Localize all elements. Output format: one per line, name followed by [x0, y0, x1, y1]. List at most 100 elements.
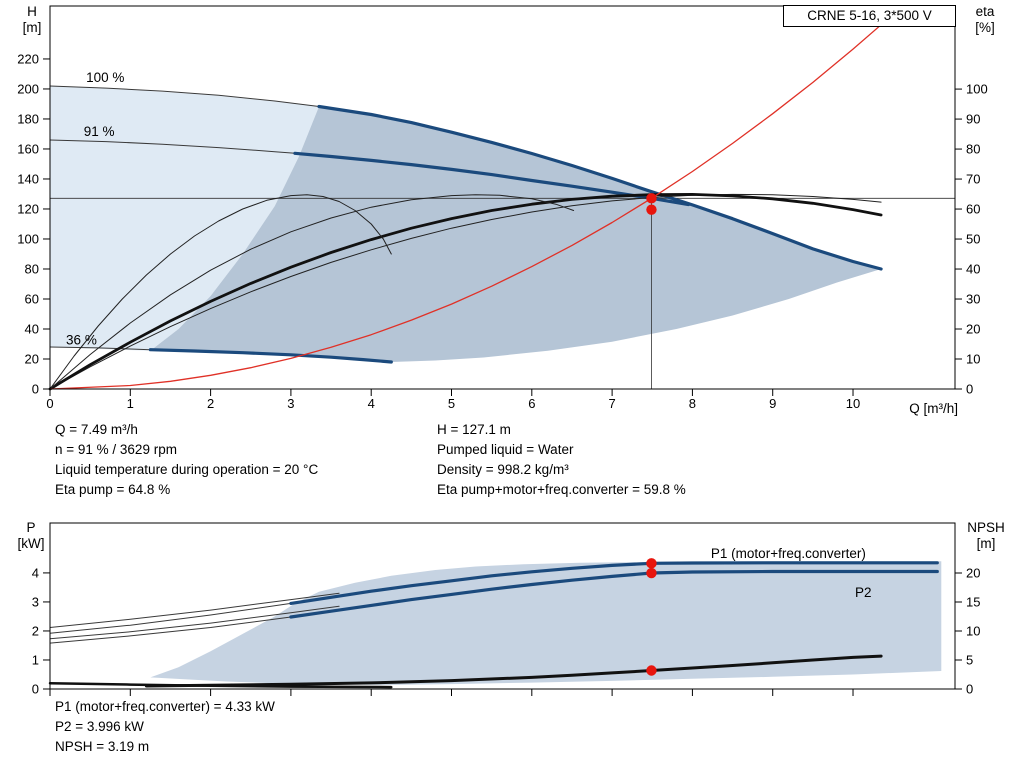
h-axis-symbol: H	[27, 4, 37, 19]
qh-chart-frame	[49, 5, 956, 390]
x-tick-label: 5	[448, 396, 455, 411]
y-right-tick-label: 60	[966, 202, 980, 217]
y-left-tick-label: 2	[32, 623, 39, 638]
q-axis-label: Q [m³/h]	[909, 401, 958, 416]
p1-curve-label: P1 (motor+freq.converter)	[711, 546, 866, 561]
y-left-tick-label: 3	[32, 594, 39, 609]
npsh-axis-symbol: NPSH	[967, 520, 1005, 535]
p2-curve	[289, 569, 939, 619]
info-head: H = 127.1 m	[437, 422, 511, 437]
info-npsh: NPSH = 3.19 m	[55, 739, 150, 754]
info-pumped-liquid: Pumped liquid = Water	[437, 442, 574, 457]
y-right-tick-label: 0	[966, 682, 973, 697]
x-tick-label: 9	[769, 396, 776, 411]
duty-point-npsh	[646, 665, 657, 676]
eta-pump-curve-36pct	[49, 194, 392, 390]
info-liquid-temperature: Liquid temperature during operation = 20…	[55, 462, 319, 477]
y-right-tick-label: 10	[966, 352, 980, 367]
y-right-tick-label: 50	[966, 232, 980, 247]
h-axis-label: H [m]	[10, 4, 54, 36]
duty-info-left-column: Q = 7.49 m³/h n = 91 % / 3629 rpm Liquid…	[55, 420, 318, 500]
speed-label-91: 91 %	[84, 124, 115, 139]
info-p2: P2 = 3.996 kW	[55, 719, 144, 734]
y-right-tick-label: 15	[966, 594, 980, 609]
y-right-tick-label: 5	[966, 652, 973, 667]
p2-curve-label: P2	[855, 585, 872, 600]
info-eta-total: Eta pump+motor+freq.converter = 59.8 %	[437, 482, 686, 497]
y-left-tick-label: 140	[17, 171, 39, 186]
info-p1: P1 (motor+freq.converter) = 4.33 kW	[55, 699, 275, 714]
y-left-tick-label: 4	[32, 565, 39, 580]
eta-pump-curve-100pct	[49, 193, 882, 390]
p1-curve	[289, 561, 939, 606]
y-left-tick-label: 20	[25, 351, 39, 366]
duty-point-head	[646, 193, 657, 204]
reduced-speed-region	[50, 86, 319, 351]
pump-curve-100pct	[317, 104, 883, 271]
x-tick-label: 1	[127, 396, 134, 411]
y-right-tick-label: 80	[966, 142, 980, 157]
duty-point-p1	[646, 558, 657, 569]
speed-label-100: 100 %	[86, 70, 124, 85]
y-right-tick-label: 20	[966, 565, 980, 580]
operating-envelope-region	[150, 106, 882, 362]
x-tick-label: 4	[368, 396, 375, 411]
y-right-tick-label: 40	[966, 262, 980, 277]
x-tick-label: 10	[846, 396, 860, 411]
y-right-tick-label: 70	[966, 172, 980, 187]
y-right-tick-label: 20	[966, 322, 980, 337]
x-tick-label: 0	[46, 396, 53, 411]
pump-curve-100pct-thin	[49, 85, 320, 107]
y-left-tick-label: 180	[17, 111, 39, 126]
duty-point-p2	[646, 567, 657, 579]
x-tick-label: 6	[528, 396, 535, 411]
y-left-tick-label: 200	[17, 81, 39, 96]
p-axis-symbol: P	[26, 520, 36, 535]
system-curve	[49, 13, 894, 390]
power-envelope-region	[150, 561, 942, 685]
eta-axis-unit: [%]	[975, 20, 995, 35]
info-speed: n = 91 % / 3629 rpm	[55, 442, 177, 457]
y-left-tick-label: 40	[25, 321, 39, 336]
power-chart-frame	[49, 522, 956, 690]
p-ref-curve-b	[49, 605, 340, 640]
info-flow: Q = 7.49 m³/h	[55, 422, 138, 437]
pump-curve-91pct-thin	[49, 139, 296, 154]
qh-chart: 0204060801001201401601802002200102030405…	[17, 5, 988, 411]
y-left-tick-label: 60	[25, 291, 39, 306]
y-left-tick-label: 80	[25, 261, 39, 276]
pump-curve-36pct	[148, 348, 393, 364]
eta-pump-curve-63pct	[49, 194, 575, 390]
y-left-tick-label: 100	[17, 231, 39, 246]
info-eta-pump: Eta pump = 64.8 %	[55, 482, 171, 497]
npsh-curve	[144, 654, 883, 688]
y-left-tick-label: 160	[17, 141, 39, 156]
p1-curve-thin	[49, 602, 292, 634]
p-axis-unit: [kW]	[17, 536, 45, 551]
eta-axis-symbol: eta	[975, 4, 995, 19]
p-axis-label: P [kW]	[8, 520, 54, 552]
duty-info-right-column: H = 127.1 m Pumped liquid = Water Densit…	[437, 420, 686, 500]
y-right-tick-label: 10	[966, 623, 980, 638]
y-right-tick-label: 0	[966, 382, 973, 397]
npsh-axis-unit: [m]	[976, 536, 996, 551]
h-axis-unit: [m]	[22, 20, 42, 35]
y-left-tick-label: 1	[32, 652, 39, 667]
speed-label-36: 36 %	[66, 333, 97, 348]
npsh-axis-label: NPSH [m]	[958, 520, 1014, 552]
p2-curve-thin	[49, 616, 292, 644]
x-tick-label: 8	[689, 396, 696, 411]
y-left-tick-label: 0	[32, 682, 39, 697]
y-right-tick-label: 30	[966, 292, 980, 307]
y-right-tick-label: 90	[966, 112, 980, 127]
x-tick-label: 7	[608, 396, 615, 411]
pump-curve-91pct	[293, 151, 691, 207]
y-left-tick-label: 0	[32, 382, 39, 397]
eta-pump-curve-91pct	[48, 192, 883, 391]
y-left-tick-label: 220	[17, 51, 39, 66]
pump-type-box: CRNE 5-16, 3*500 V	[783, 5, 956, 27]
power-info-block: P1 (motor+freq.converter) = 4.33 kW P2 =…	[55, 697, 275, 757]
x-tick-label: 3	[287, 396, 294, 411]
